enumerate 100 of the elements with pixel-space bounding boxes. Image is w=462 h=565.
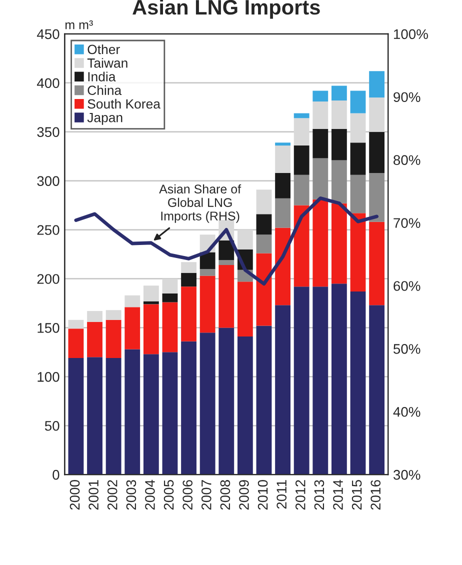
- legend-label: India: [88, 72, 116, 82]
- bar: [275, 198, 290, 228]
- y-tick-label: 150: [38, 323, 60, 333]
- bar: [312, 158, 328, 200]
- bar: [162, 293, 178, 302]
- bar: [275, 305, 290, 475]
- bar: [218, 240, 234, 260]
- x-tick-label: 2010: [258, 480, 268, 510]
- bar: [87, 322, 102, 358]
- y2-tick-label: 60%: [394, 281, 420, 291]
- bar: [256, 190, 272, 214]
- y-tick-label: 300: [37, 176, 60, 186]
- bar: [87, 311, 102, 322]
- bar: [312, 90, 328, 102]
- bar: [331, 86, 347, 100]
- bar: [200, 332, 216, 475]
- x-tick-label: 2014: [333, 480, 343, 510]
- legend-label: China: [88, 85, 122, 96]
- bar: [181, 341, 196, 475]
- bar: [331, 160, 347, 204]
- x-tick-label: 2003: [126, 480, 136, 510]
- bar: [275, 228, 290, 306]
- bar: [331, 284, 347, 475]
- line-series: [74, 196, 379, 286]
- bar: [294, 205, 310, 287]
- x-tick-label: 2000: [70, 480, 80, 510]
- x-tick-label: 2008: [220, 480, 230, 510]
- y2-tick-label: 90%: [394, 92, 420, 102]
- bar: [181, 286, 196, 342]
- bar: [294, 146, 310, 175]
- bar: [369, 132, 385, 173]
- bar: [106, 358, 122, 475]
- bar: [218, 265, 234, 328]
- bar: [256, 214, 272, 235]
- bar: [350, 174, 366, 214]
- bar: [124, 349, 140, 475]
- bar: [256, 234, 272, 254]
- x-tick-label: 2004: [145, 480, 155, 510]
- bar: [350, 113, 366, 143]
- y2-tick-label: 70%: [394, 218, 420, 228]
- bar: [294, 174, 310, 206]
- bar: [256, 326, 272, 475]
- bar: [143, 304, 159, 354]
- bar: [275, 142, 290, 146]
- bar: [237, 282, 253, 337]
- y2-tick-label: 50%: [393, 344, 420, 354]
- x-tick-label: 2016: [370, 480, 381, 510]
- bar: [312, 101, 328, 129]
- bar: [312, 286, 328, 475]
- bar: [369, 98, 385, 132]
- bar: [294, 286, 310, 475]
- bar: [350, 142, 366, 175]
- bar: [181, 262, 196, 273]
- x-tick-label: 2011: [276, 480, 287, 509]
- bar: [369, 172, 385, 222]
- annotation: Asian Share of Global LNG Imports (RHS): [159, 184, 242, 223]
- y-axis-title: m m³: [66, 20, 93, 30]
- bar: [331, 203, 347, 284]
- x-tick-label: 2002: [107, 480, 118, 510]
- y-tick-label: 450: [36, 29, 60, 40]
- bar: [312, 128, 328, 158]
- y-tick-label: 200: [37, 274, 60, 284]
- bar: [200, 268, 216, 276]
- bar: [200, 276, 216, 333]
- bar: [106, 320, 122, 358]
- bar: [162, 278, 178, 294]
- bar: [294, 118, 310, 146]
- x-tick-label: 2001: [88, 480, 98, 510]
- bar: [350, 291, 366, 475]
- x-tick-label: 2013: [314, 480, 324, 510]
- legend-label: Japan: [87, 113, 122, 125]
- legend-label: Other: [88, 44, 120, 54]
- y-tick-label: 350: [37, 127, 60, 138]
- bar: [218, 260, 234, 266]
- x-tick-label: 2005: [164, 480, 174, 510]
- bar: [275, 146, 290, 173]
- bar: [68, 320, 84, 329]
- bar: [237, 336, 253, 475]
- bar: [275, 172, 290, 198]
- bar: [218, 328, 234, 475]
- x-tick-label: 2009: [239, 480, 249, 510]
- bar: [106, 310, 122, 320]
- x-tick-label: 2007: [201, 480, 212, 510]
- y2-tick-label: 40%: [393, 406, 420, 417]
- bar: [256, 253, 272, 326]
- y-tick-label: 50: [44, 420, 60, 431]
- x-tick-label: 2006: [182, 480, 193, 510]
- bar: [124, 307, 140, 350]
- bar: [143, 286, 159, 302]
- y-tick-label: 400: [36, 78, 60, 88]
- bar: [68, 328, 84, 358]
- bar: [331, 128, 347, 160]
- y-tick-label: 250: [37, 225, 60, 235]
- legend-label: Taiwan: [87, 58, 128, 68]
- y-tick-label: 100: [38, 372, 60, 382]
- bar: [369, 222, 385, 306]
- x-tick-label: 2012: [295, 480, 306, 510]
- bar: [350, 90, 366, 114]
- bar: [143, 354, 159, 475]
- y2-tick-label: 100%: [394, 29, 428, 40]
